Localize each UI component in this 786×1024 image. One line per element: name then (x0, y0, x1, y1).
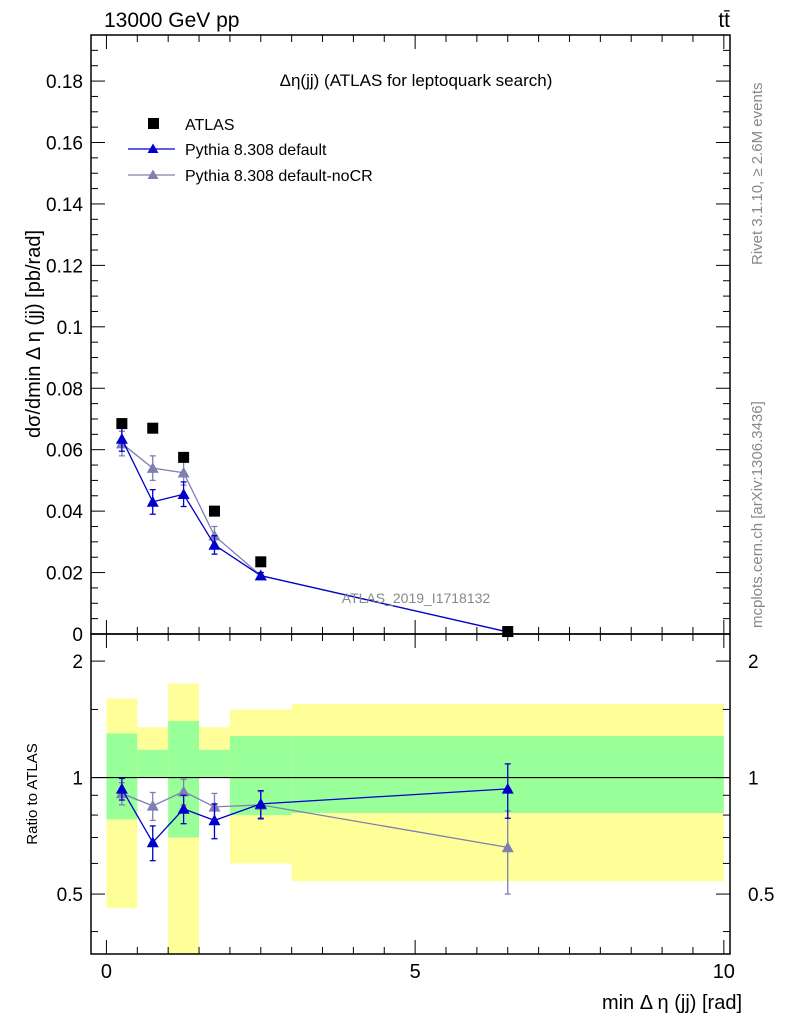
data-marks (115, 418, 514, 895)
main-series-nocr-point (177, 466, 190, 478)
main-ytick-label: 0.1 (57, 318, 83, 339)
main-ytick-label: 0.12 (46, 256, 83, 277)
main-series-atlas-point (116, 418, 128, 430)
ratio-series-nocr-point (177, 785, 190, 797)
ratio-series-nocr-point (146, 799, 159, 811)
ratio-series-default-point (254, 797, 267, 809)
x-axis-label: min Δ η (jj) [rad] (602, 992, 742, 1014)
ratio-ytick-label: 1 (72, 769, 83, 790)
legend-label-nocr: Pythia 8.308 default-noCR (185, 168, 373, 185)
rivet-version-label: Rivet 3.1.10, ≥ 2.6M events (749, 83, 766, 266)
main-ytick-label: 0.08 (46, 379, 83, 400)
legend-marker-nocr (147, 169, 159, 179)
ratio-ytick-label-right: 2 (748, 652, 759, 673)
ratio-ytick-label: 0.5 (57, 885, 83, 906)
legend: ATLAS Pythia 8.308 default Pythia 8.308 … (128, 117, 373, 185)
ratio-series-nocr-line (121, 790, 508, 849)
axis-tick-labels: 00.020.040.060.080.10.120.140.160.180 5 10… (46, 72, 774, 983)
main-series-atlas-point (502, 626, 514, 638)
main-series-atlas-point (178, 451, 190, 463)
band-green-3 (199, 749, 230, 778)
chart-title: Δη(jj) (ATLAS for leptoquark search) (280, 71, 553, 90)
main-ytick-label: 0.14 (46, 195, 83, 216)
main-series-atlas-point (208, 505, 220, 517)
ratio-series-nocr-point (501, 841, 514, 853)
main-series-atlas-point (147, 422, 159, 434)
analysis-watermark: ATLAS_2019_I1718132 (342, 590, 491, 606)
ratio-plot-frame (90, 633, 731, 955)
main-y-axis-label: dσ/dmin Δ η (jj) [pb/rad] (23, 230, 45, 438)
main-series-default-point (254, 569, 267, 581)
mcplots-citation-label: mcplots.cern.ch [arXiv:1306.3436] (749, 401, 766, 628)
main-ytick-label: 0.06 (46, 441, 83, 462)
ratio-ytick-label-right: 1 (748, 769, 759, 790)
ratio-series-default-point (501, 782, 514, 794)
main-ytick-label: 0 (72, 625, 83, 646)
ratio-series-default-line (121, 788, 508, 844)
main-series-atlas-point (255, 556, 267, 568)
main-ytick-label: 0.16 (46, 134, 83, 155)
ratio-series-default-point (208, 814, 221, 826)
ratio-xtick-label: 0 (101, 961, 112, 983)
axis-ticks (91, 35, 730, 954)
ratio-y-axis-label: Ratio to ATLAS (24, 743, 41, 844)
legend-label-atlas: ATLAS (185, 117, 235, 134)
legend-label-default: Pythia 8.308 default (185, 142, 327, 159)
main-series-default-point (146, 495, 159, 507)
ratio-ytick-label-right: 0.5 (748, 885, 774, 906)
ratio-xtick-label: 10 (713, 961, 735, 983)
energy-label: 13000 GeV pp (104, 9, 239, 32)
main-ytick-label: 0.04 (46, 502, 83, 523)
main-series-default-point (115, 432, 128, 444)
ratio-xtick-label: 5 (410, 961, 421, 983)
ratio-ytick-label: 2 (72, 652, 83, 673)
ratio-uncertainty-bands (106, 683, 724, 954)
band-green-1 (137, 749, 169, 778)
main-ytick-label: 0.18 (46, 72, 83, 93)
ratio-series-default-point (177, 802, 190, 814)
main-ytick-label: 0.02 (46, 564, 83, 585)
legend-marker-atlas (148, 118, 159, 129)
main-series-default-point (208, 538, 221, 550)
main-series-default-line (121, 438, 508, 633)
process-label: tt̄ (718, 9, 730, 32)
ratio-series-default-point (115, 782, 128, 794)
main-series-default-point (177, 488, 190, 500)
main-series-nocr-point (146, 462, 159, 473)
legend-marker-default (147, 143, 159, 153)
ratio-series-default-point (146, 836, 159, 848)
